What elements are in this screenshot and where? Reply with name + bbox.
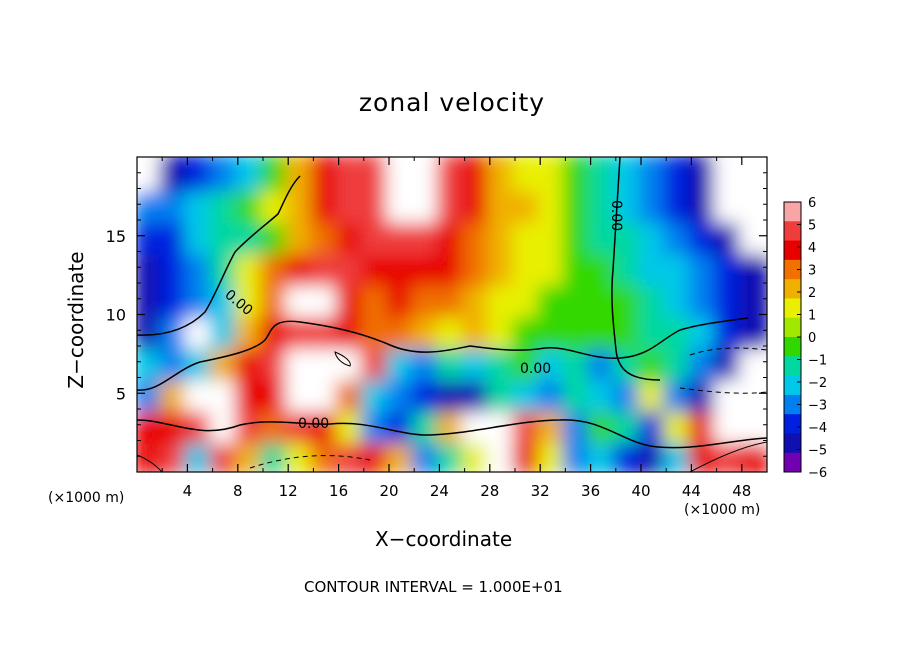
x-axis-label: X−coordinate (375, 527, 513, 551)
heatmap-cell (738, 185, 767, 223)
heatmap-cell (738, 248, 767, 286)
x-tick-label: 8 (233, 482, 243, 500)
x-tick-label: 28 (480, 482, 499, 500)
colorbar-tick-label: 4 (808, 241, 816, 256)
colorbar-swatch (784, 202, 801, 222)
x-axis: 4 8 12 16 20 24 28 32 36 40 44 48 (161, 157, 751, 500)
contour-lines (137, 157, 767, 472)
y-tick-label: 5 (116, 384, 126, 403)
x-unit-label-right: (×1000 m) (684, 502, 761, 518)
dashed-contour-line (689, 347, 767, 356)
x-tick-label: 24 (430, 482, 449, 500)
x-tick-label: 4 (183, 482, 193, 500)
y-axis: 5 10 15 (106, 172, 767, 457)
colorbar-tick-label: 2 (808, 286, 816, 301)
x-tick-label: 40 (631, 482, 650, 500)
zero-contour-line (137, 419, 767, 449)
colorbar-swatch (784, 452, 801, 473)
heatmap-cells (137, 157, 767, 472)
colorbar-swatch (784, 317, 801, 338)
colorbar-tick-label: −2 (808, 376, 827, 391)
contour-label: 0.00 (608, 200, 624, 231)
contour-label: 0.00 (520, 361, 551, 377)
zero-contour-line (137, 175, 301, 336)
zero-contour-line (611, 157, 661, 381)
x-tick-label: 44 (682, 482, 701, 500)
x-tick-label: 16 (329, 482, 348, 500)
colorbar-swatch (784, 414, 801, 434)
x-tick-label: 20 (379, 482, 398, 500)
colorbar-swatch (784, 337, 801, 357)
colorbar-tick-label: 6 (808, 196, 816, 211)
contour-interval-note: CONTOUR INTERVAL = 1.000E+01 (304, 578, 563, 596)
heatmap-field (137, 157, 767, 472)
colorbar-tick-label: −1 (808, 354, 827, 369)
colorbar-swatch (784, 221, 801, 242)
colorbar-swatch (784, 356, 801, 377)
contour-label: 0.00 (298, 416, 329, 432)
heatmap-cell (738, 157, 767, 192)
x-tick-label: 36 (581, 482, 600, 500)
y-tick-label: 15 (106, 227, 126, 246)
colorbar-tick-label: 1 (808, 309, 816, 324)
colorbar-swatch (784, 259, 801, 280)
colorbar-tick-label: −4 (808, 421, 827, 436)
colorbar-swatch (784, 375, 801, 396)
y-tick-label: 10 (106, 306, 126, 325)
contour-line (334, 351, 351, 367)
colorbar-tick-label: 0 (808, 331, 816, 346)
heatmap-cell (738, 311, 767, 349)
colorbar-tick-label: −5 (808, 444, 827, 459)
heatmap-cell (738, 280, 767, 318)
heatmap-cell (738, 406, 767, 444)
x-unit-label-left: (×1000 m) (48, 490, 125, 506)
x-tick-label: 32 (531, 482, 550, 500)
colorbar-swatch (784, 279, 801, 299)
contour-line (689, 441, 767, 472)
colorbar-tick-label: −6 (808, 466, 827, 481)
colorbar-tick-label: 5 (808, 219, 816, 234)
chart-title: zonal velocity (358, 88, 546, 117)
x-tick-label: 12 (279, 482, 298, 500)
zero-contour-line (137, 317, 749, 391)
colorbar: 6 5 4 3 2 1 0 −1 −2 −3 −4 −5 −6 (783, 196, 827, 481)
colorbar-swatch (784, 433, 801, 454)
colorbar-tick-label: −3 (808, 399, 827, 414)
dashed-contour-line (249, 455, 371, 469)
colorbar-tick-label: 3 (808, 264, 816, 279)
colorbar-swatch (784, 240, 801, 261)
colorbar-swatch (784, 394, 801, 415)
x-tick-label: 48 (732, 482, 751, 500)
colorbar-swatch (784, 298, 801, 319)
dashed-contour-line (679, 387, 767, 394)
